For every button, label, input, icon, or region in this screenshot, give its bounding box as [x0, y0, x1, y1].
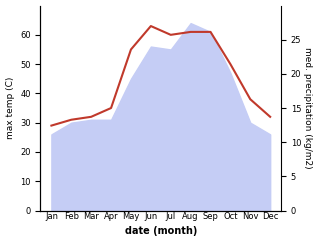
Y-axis label: med. precipitation (kg/m2): med. precipitation (kg/m2) — [303, 47, 313, 169]
Y-axis label: max temp (C): max temp (C) — [5, 77, 15, 139]
X-axis label: date (month): date (month) — [125, 227, 197, 236]
